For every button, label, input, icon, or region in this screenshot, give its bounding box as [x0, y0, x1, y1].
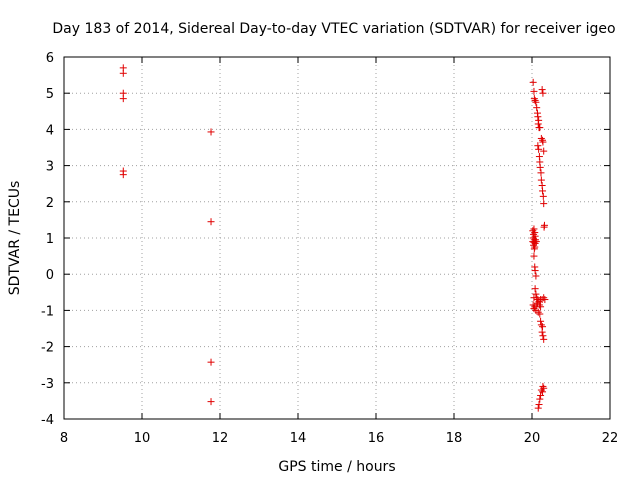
- data-point: [119, 171, 127, 179]
- data-point: [534, 113, 542, 121]
- data-point: [530, 87, 538, 95]
- data-point: [539, 388, 547, 396]
- data-point: [538, 86, 546, 94]
- data-point: [537, 134, 545, 142]
- data-point: [540, 335, 548, 343]
- x-tick-label: 22: [602, 431, 619, 446]
- y-tick-labels: -4 -3 -2 -1 0 1 2 3 4 5 6: [41, 51, 54, 428]
- axis-ticks: [63, 56, 611, 420]
- data-point: [530, 241, 538, 249]
- data-point: [207, 218, 215, 226]
- data-point: [539, 89, 547, 97]
- data-point: [537, 391, 545, 399]
- y-tick-label: -4: [41, 413, 54, 428]
- y-tick-label: 2: [46, 196, 54, 211]
- x-tick-label: 8: [60, 431, 68, 446]
- data-point: [540, 147, 548, 155]
- data-point: [530, 252, 538, 260]
- data-point: [536, 310, 544, 318]
- y-tick-label: 1: [46, 232, 54, 247]
- data-point: [529, 78, 537, 86]
- y-tick-label: 0: [46, 268, 54, 283]
- x-tick-label: 16: [368, 431, 385, 446]
- data-point: [531, 267, 539, 275]
- x-tick-label: 10: [134, 431, 151, 446]
- data-point: [537, 303, 545, 311]
- data-point: [535, 401, 543, 409]
- y-tick-label: -1: [41, 304, 54, 319]
- x-tick-label: 18: [446, 431, 463, 446]
- data-point: [532, 272, 540, 280]
- data-point: [532, 238, 540, 246]
- data-point: [535, 145, 543, 153]
- data-point: [530, 95, 538, 103]
- data-point: [536, 124, 544, 132]
- x-tick-label: 20: [524, 431, 541, 446]
- data-point: [536, 163, 544, 171]
- data-point: [536, 395, 544, 403]
- data-point: [539, 187, 547, 195]
- data-point: [539, 332, 547, 340]
- data-point: [537, 321, 545, 329]
- y-tick-label: -3: [41, 377, 54, 392]
- chart-title: Day 183 of 2014, Sidereal Day-to-day VTE…: [52, 21, 615, 37]
- data-point: [119, 69, 127, 77]
- data-point: [207, 398, 215, 406]
- y-tick-label: 5: [46, 87, 54, 102]
- data-point: [533, 294, 541, 302]
- data-point: [541, 296, 549, 304]
- x-axis-title: GPS time / hours: [278, 459, 395, 475]
- data-point: [531, 303, 539, 311]
- data-point: [530, 245, 538, 253]
- x-tick-labels: 8 10 12 14 16 18 20 22: [60, 431, 618, 446]
- data-point: [532, 98, 540, 106]
- y-tick-label: 3: [46, 160, 54, 175]
- data-point: [534, 120, 542, 128]
- data-point: [539, 138, 547, 146]
- data-point: [531, 285, 539, 293]
- data-point: [532, 290, 540, 298]
- data-point: [539, 192, 547, 200]
- data-point: [207, 358, 215, 366]
- data-points: [119, 64, 549, 412]
- x-tick-label: 14: [290, 431, 307, 446]
- data-point: [540, 294, 548, 302]
- y-tick-label: 4: [46, 123, 54, 138]
- data-point: [540, 223, 548, 231]
- y-axis-title: SDTVAR / TECUs: [7, 181, 23, 296]
- data-point: [537, 169, 545, 177]
- data-point: [535, 301, 543, 309]
- data-point: [534, 308, 542, 316]
- data-point: [534, 142, 542, 150]
- data-point: [531, 96, 539, 104]
- data-point: [119, 95, 127, 103]
- data-point: [537, 386, 545, 394]
- data-point: [533, 104, 541, 112]
- y-tick-label: -2: [41, 341, 54, 356]
- data-point: [540, 200, 548, 208]
- data-point: [537, 176, 545, 184]
- grid-lines: [64, 57, 610, 419]
- y-tick-label: 6: [46, 51, 54, 66]
- data-point: [538, 328, 546, 336]
- x-tick-label: 12: [212, 431, 229, 446]
- data-point: [207, 128, 215, 136]
- data-point: [537, 317, 545, 325]
- data-point: [534, 404, 542, 412]
